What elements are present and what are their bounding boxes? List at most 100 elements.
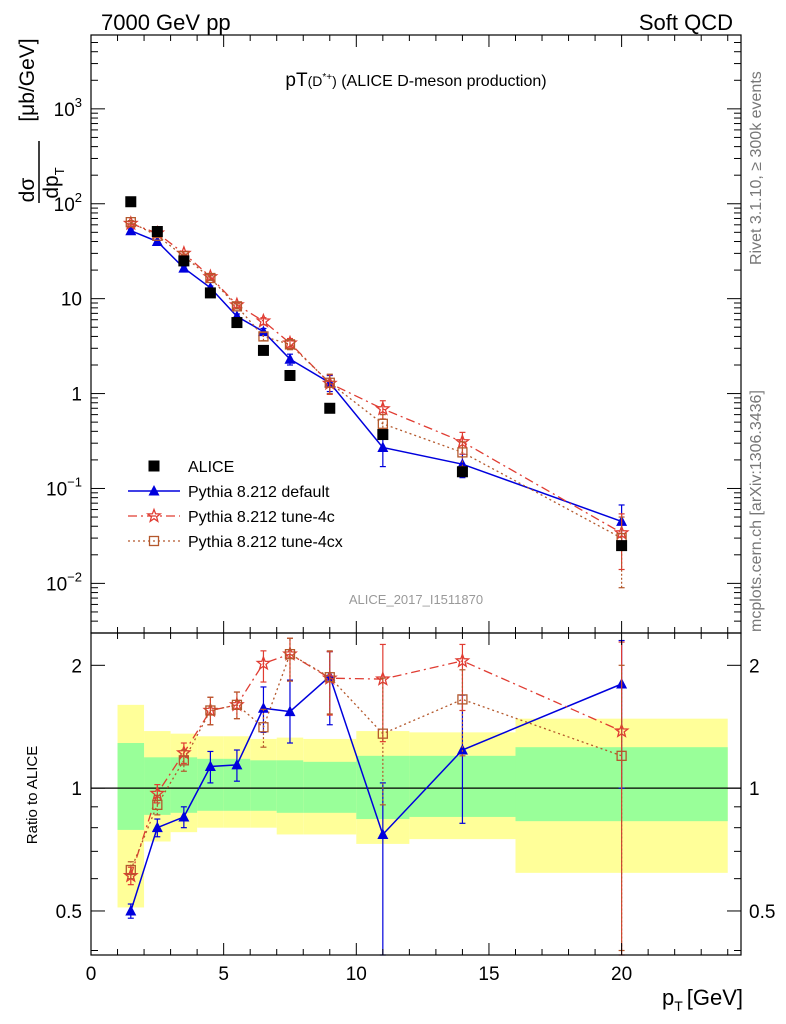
main-marker-tune4c (374, 400, 391, 416)
legend-label-tune4c: Pythia 8.212 tune-4c (188, 509, 335, 526)
main-marker-tune4cx (205, 272, 216, 284)
ratio-plot-bands (91, 704, 741, 908)
ratio-y-tick-label-left: 1 (71, 779, 82, 800)
legend-marker-data (148, 460, 160, 472)
main-y-tick-label-exp: 3 (75, 95, 82, 110)
ratio-marker-tune4cx (324, 672, 335, 683)
ratio-plot-frame (90, 632, 742, 956)
main-y-tick-label-base: 10 (54, 195, 75, 216)
ratio-marker-default (257, 702, 269, 713)
ratio-plot-axes: 0 5 10 15 20 0.5 0.5 1 1 2 2 (56, 633, 775, 985)
ratio-marker-tune4c (374, 670, 391, 686)
legend-label-default: Pythia 8.212 default (188, 484, 330, 501)
main-marker-tune4cx (324, 377, 335, 388)
legend-label-data: ALICE (188, 459, 234, 476)
main-marker-data (324, 402, 336, 414)
ratio-marker-default (178, 810, 190, 822)
x-tick-label: 5 (218, 964, 229, 985)
plot-title: pT(D*+) (ALICE D-meson production) (285, 70, 546, 91)
main-y-tick-label: 10−1 (46, 474, 82, 500)
plot-title-particle: (D (308, 73, 323, 89)
y-label-unit: [μb/GeV] (16, 38, 39, 121)
y-label-den-main: dp (40, 175, 63, 198)
main-plot-data (122, 196, 630, 589)
ratio-marker-tune4c (454, 652, 471, 668)
x-tick-label: 15 (478, 964, 499, 985)
ratio-marker-tune4cx (616, 750, 627, 761)
plot-title-rest: (ALICE D-meson production) (337, 73, 547, 90)
legend-marker-tune4cx (148, 535, 160, 547)
main-marker-data (257, 344, 269, 356)
main-marker-default (178, 262, 190, 273)
x-label-sub: T (674, 998, 683, 1014)
x-axis-label: pT [GeV] (662, 985, 743, 1014)
main-marker-default (284, 353, 296, 364)
main-y-tick-label: 10−2 (46, 569, 82, 595)
main-y-tick-label: 103 (54, 95, 82, 121)
main-marker-data (616, 540, 628, 552)
header-left: 7000 GeV pp (101, 10, 231, 35)
main-y-tick-label: 1 (71, 385, 82, 406)
y-label-den-sub: T (52, 167, 67, 175)
analysis-id-watermark: ALICE_2017_I1511870 (349, 592, 483, 607)
x-tick-label: 0 (86, 964, 97, 985)
mcplots-label: mcplots.cern.ch [arXiv:1306.3436] (748, 390, 765, 632)
main-marker-data (377, 429, 389, 441)
ratio-marker-default (125, 904, 137, 916)
ratio-marker-tune4cx (205, 705, 216, 716)
main-y-tick-label-base: 10 (54, 100, 75, 121)
ratio-band-inner (276, 760, 304, 813)
y-label-denominator: dpT (40, 167, 67, 198)
main-y-tick-label-base: 10 (61, 290, 82, 311)
ratio-marker-tune4cx (258, 722, 269, 733)
legend-marker-tune4c (146, 507, 162, 523)
ratio-plot-data (122, 637, 630, 956)
main-marker-tune4cx (125, 217, 136, 228)
main-y-tick-label: 10 (61, 290, 82, 311)
x-label-main: p (662, 985, 674, 1010)
y-label-numerator: dσ (16, 178, 39, 203)
main-marker-default (377, 441, 389, 453)
ratio-marker-default (151, 821, 163, 833)
ratio-line-tune4cx (130, 653, 622, 871)
main-marker-data (125, 196, 137, 208)
plot-title-main: pT (285, 70, 308, 91)
main-marker-default (257, 325, 269, 337)
main-marker-tune4cx (284, 339, 296, 350)
ratio-marker-tune4c (255, 655, 272, 671)
ratio-y-tick-label-right: 1 (749, 779, 760, 800)
ratio-y-tick-label-left: 0.5 (56, 902, 82, 923)
ratio-marker-default (231, 758, 243, 770)
ratio-marker-tune4c (149, 785, 166, 801)
main-y-tick-label-exp: −2 (67, 569, 82, 584)
ratio-marker-tune4cx (152, 799, 163, 811)
ratio-y-tick-label-right: 0.5 (749, 902, 775, 923)
main-marker-tune4cx (231, 301, 243, 312)
ratio-marker-default (284, 705, 296, 717)
ratio-band-inner (250, 760, 277, 811)
ratio-y-tick-label-left: 2 (71, 656, 82, 677)
ratio-y-tick-label-right: 2 (749, 656, 760, 677)
legend-marker-default (148, 485, 160, 496)
main-marker-data (151, 226, 163, 238)
ratio-y-axis-label: Ratio to ALICE (24, 746, 41, 844)
main-y-tick-label-base: 10 (46, 479, 67, 500)
main-y-tick-label-base: 10 (46, 574, 67, 595)
main-marker-data (456, 466, 468, 478)
main-marker-tune4cx (377, 418, 388, 429)
ratio-marker-tune4cx (457, 694, 468, 705)
header-right: Soft QCD (639, 10, 733, 35)
main-y-tick-label-base: 1 (71, 385, 82, 406)
ratio-marker-tune4cx (231, 699, 243, 711)
main-y-tick-label-exp: 2 (75, 190, 82, 205)
main-marker-tune4c (255, 312, 272, 328)
plot-title-particle-close: ) (332, 73, 337, 89)
main-y-tick-label-exp: −1 (67, 474, 82, 489)
legend: ALICE Pythia 8.212 default Pythia 8.212 tu… (128, 459, 343, 551)
plot-title-particle-sup: *+ (322, 72, 332, 83)
ratio-marker-tune4cx (284, 648, 296, 660)
main-y-tick-label: 102 (54, 190, 82, 216)
ratio-marker-tune4cx (178, 755, 190, 766)
